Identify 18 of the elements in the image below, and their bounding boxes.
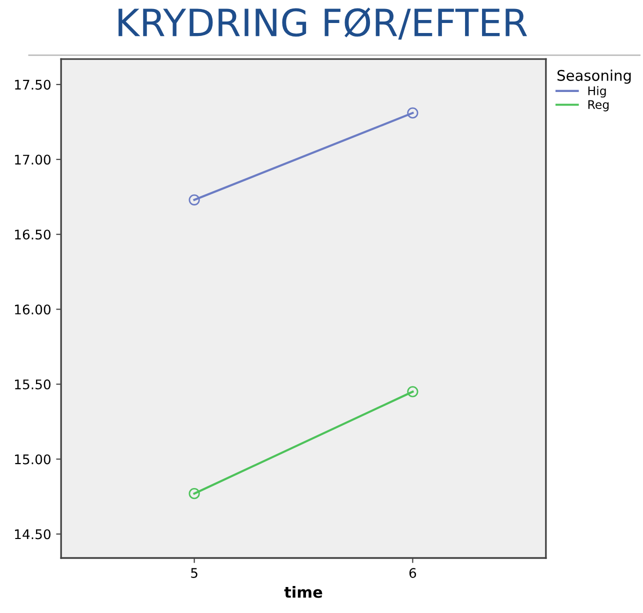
y-tick-label: 16.50 — [15, 230, 50, 240]
chart-title: KRYDRING FØR/EFTER — [118, 8, 528, 40]
y-tick-label: 16.00 — [15, 304, 50, 314]
y-tick-label: 14.50 — [15, 529, 50, 540]
legend-label: Reg — [588, 100, 609, 112]
point — [407, 386, 418, 398]
point — [188, 488, 200, 500]
x-axis-title: time — [284, 586, 322, 598]
legend-title: Seasoning — [557, 70, 631, 84]
y-tick-label: 15.50 — [15, 379, 50, 390]
x-tick-label: 6 — [409, 568, 416, 578]
y-tick-label: 17.00 — [15, 154, 50, 165]
point — [188, 194, 200, 206]
point — [407, 107, 418, 119]
legend-label: Hig — [588, 86, 606, 98]
x-tick-label: 5 — [191, 568, 198, 578]
y-tick-label: 17.50 — [15, 80, 50, 90]
y-tick-label: 15.00 — [15, 454, 50, 464]
